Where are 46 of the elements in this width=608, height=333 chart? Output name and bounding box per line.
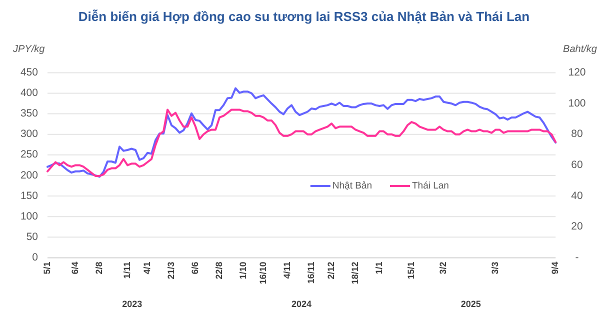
- x-tick-label: 5/1: [42, 262, 52, 274]
- x-tick-label: 3/3: [490, 262, 500, 274]
- text: 2024: [292, 299, 312, 309]
- y2-tick-label: 60: [571, 158, 583, 171]
- x-tick-label: 1/10: [238, 262, 248, 280]
- y-tick-label: 0: [32, 251, 38, 264]
- x-tick-label: 16/11: [306, 262, 316, 284]
- x-tick-label: 6/4: [70, 262, 80, 274]
- y-tick-label: 100: [20, 210, 38, 222]
- x-tick-label: 2/12: [326, 262, 336, 280]
- x-tick-label: 4/11: [282, 262, 292, 279]
- legend-label: Nhật Bản: [332, 180, 372, 192]
- x-tick-label: 3/2: [438, 262, 448, 274]
- line-series: [46, 87, 557, 178]
- x-tick-label: 4/1: [142, 262, 152, 274]
- y-tick-label: 300: [20, 128, 38, 140]
- line-series: [46, 108, 557, 177]
- x-tick-label: 21/3: [166, 262, 176, 280]
- y-tick-label: 450: [20, 66, 38, 78]
- y2-tick-label: 40: [571, 190, 583, 202]
- y2-tick-label: 20: [571, 220, 583, 233]
- y-tick-label: 200: [20, 169, 38, 182]
- text: 2025: [460, 299, 481, 309]
- y-tick-label: 50: [26, 230, 38, 243]
- y-tick-label: 150: [20, 190, 38, 202]
- x-tick-label: 1/11: [122, 262, 132, 279]
- legend-label: Thái Lan: [412, 180, 449, 192]
- chart-title: Diễn biến giá Hợp đồng cao su tương lai RSS3 của Nhật Bản và Thái Lan: [78, 9, 530, 24]
- x-tick-label: 18/12: [350, 262, 360, 284]
- x-tick-label: 2/8: [94, 262, 104, 274]
- x-tick-label: 1/1: [374, 262, 384, 274]
- text: 2023: [122, 299, 142, 309]
- y-tick-label: 350: [20, 108, 38, 120]
- x-tick-label: 22/8: [214, 262, 224, 280]
- y2-axis-title: Baht/kg: [563, 44, 598, 55]
- x-tick-label: 15/1: [406, 262, 416, 280]
- x-tick-label: 6/6: [190, 262, 200, 274]
- y-tick-label: 400: [20, 87, 38, 100]
- y2-tick-label: 100: [568, 97, 586, 110]
- x-tick-label: 9/4: [550, 262, 560, 274]
- x-tick-label: 16/10: [258, 262, 268, 284]
- y2-tick-label: 80: [571, 128, 583, 140]
- y2-tick-label: -: [575, 251, 580, 264]
- y-axis-title: JPY/kg: [12, 44, 46, 55]
- y-tick-label: 250: [20, 148, 38, 161]
- y2-tick-label: 120: [568, 66, 586, 78]
